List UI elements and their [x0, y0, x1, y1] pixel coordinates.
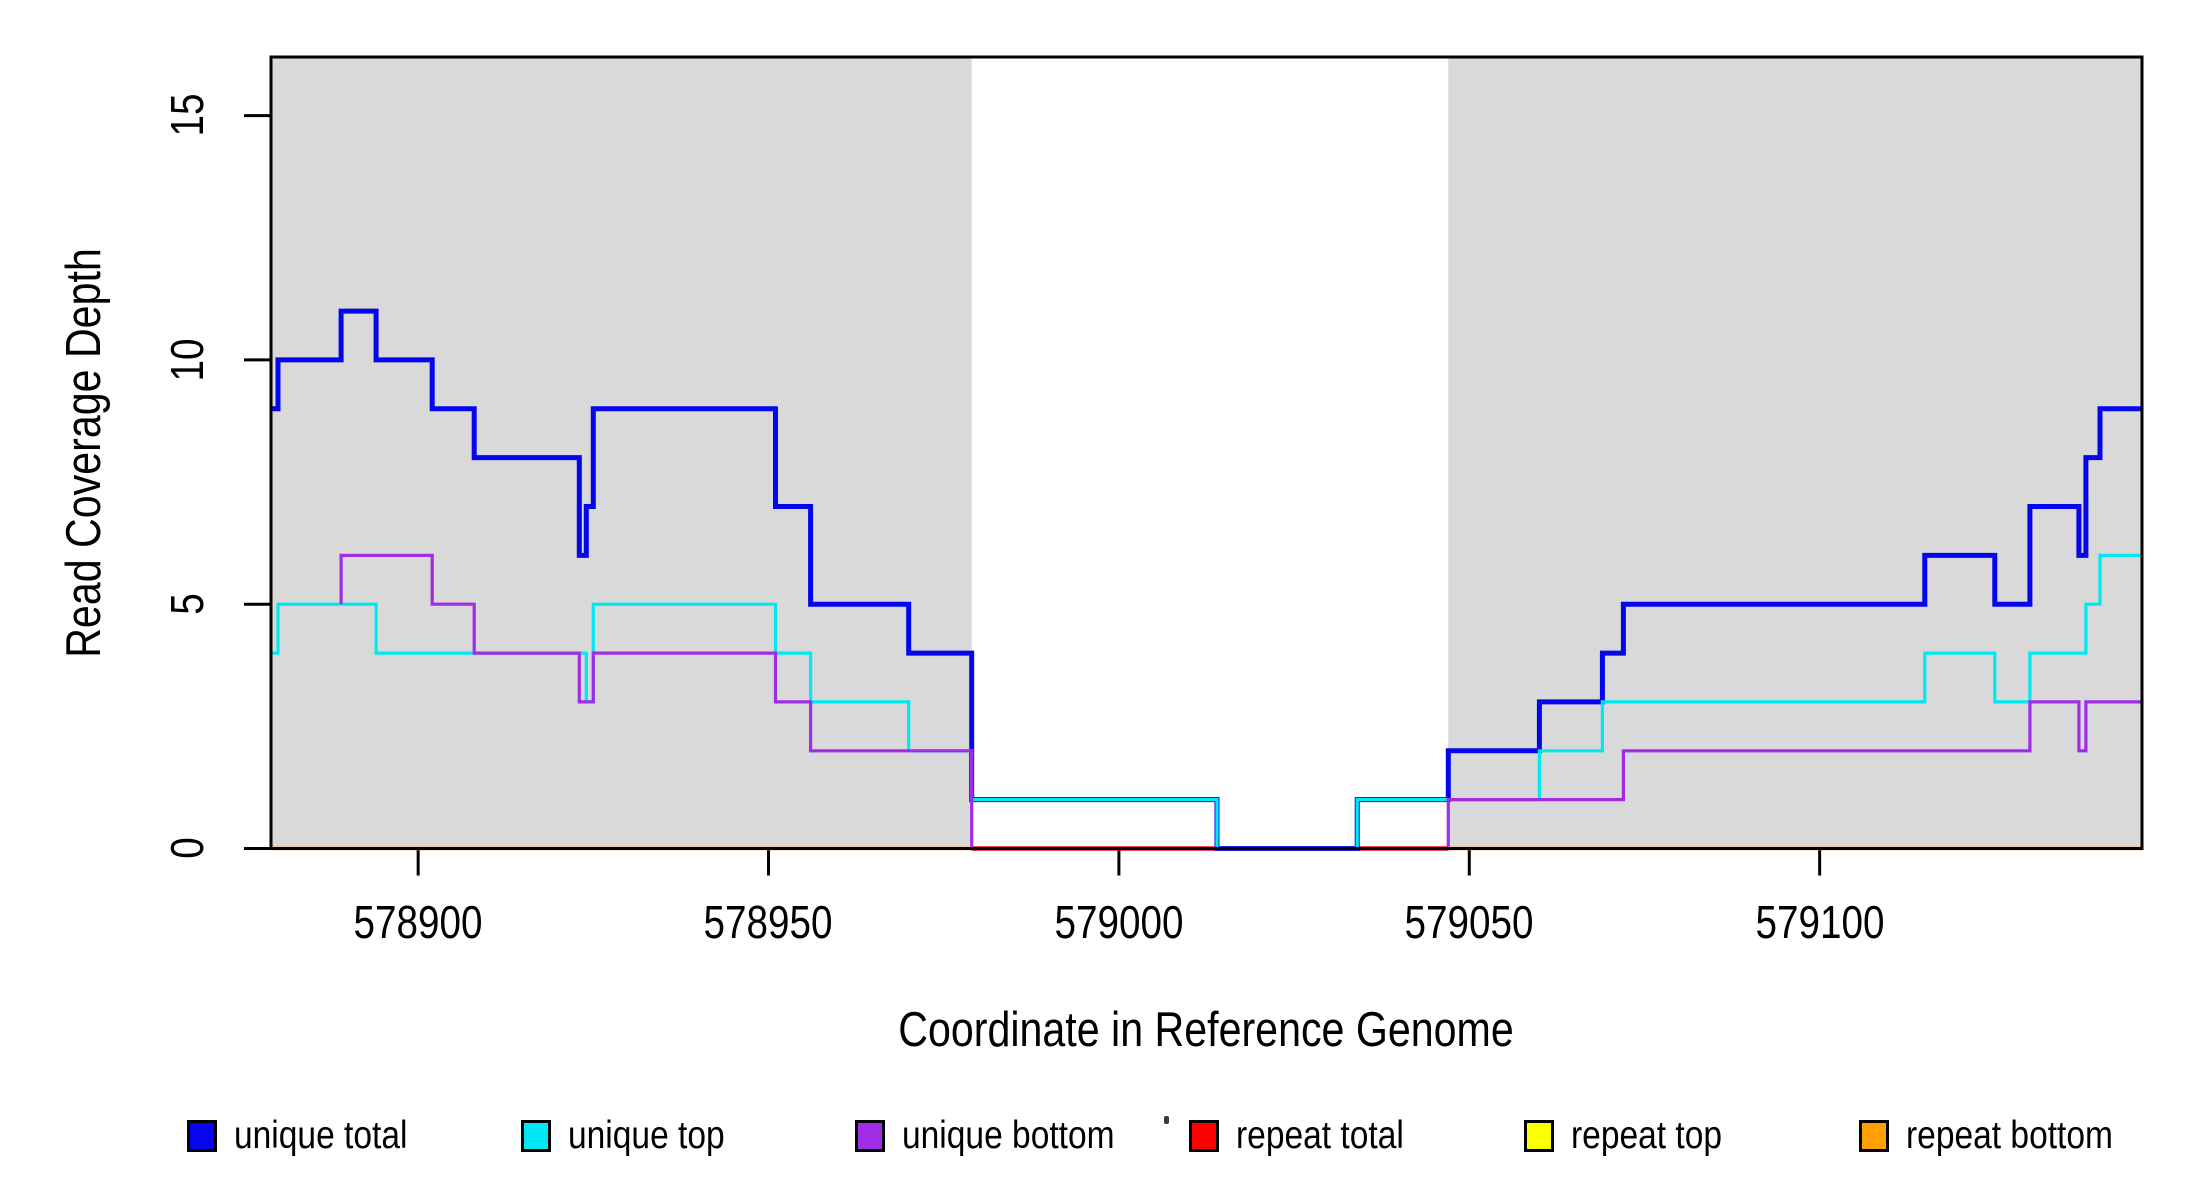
stray-mark [1164, 1116, 1169, 1124]
x-axis-title: Coordinate in Reference Genome [898, 1003, 1514, 1057]
legend-label-unique-total: unique total [234, 1114, 408, 1157]
legend-label-repeat-total: repeat total [1236, 1114, 1404, 1157]
x-tick-label-579050: 579050 [1404, 896, 1534, 948]
y-tick-label-15: 15 [161, 93, 213, 137]
unique-bottom-swatch-icon [855, 1120, 885, 1152]
y-axis-title: Read Coverage Depth [57, 248, 111, 658]
legend-label-repeat-bottom: repeat bottom [1906, 1114, 2113, 1157]
y-tick-label-10: 10 [161, 338, 213, 382]
plot-border [269, 55, 2144, 850]
unique-top-swatch-icon [521, 1120, 551, 1152]
x-tick-label-578900: 578900 [353, 896, 483, 948]
shaded-region-1 [1448, 57, 2142, 849]
legend-label-unique-bottom: unique bottom [902, 1114, 1115, 1157]
unique-total-swatch-icon [187, 1120, 217, 1152]
x-tick-label-579000: 579000 [1054, 896, 1184, 948]
legend-item-repeat-total: repeat total [1189, 1114, 1431, 1157]
legend-item-unique-bottom: unique bottom [855, 1114, 1149, 1157]
legend-label-unique-top: unique top [568, 1114, 725, 1157]
shaded-region-0 [271, 57, 972, 849]
series-line-unique_top [271, 553, 2142, 851]
x-tick-label-578950: 578950 [703, 896, 833, 948]
y-tick-label-5: 5 [161, 593, 213, 615]
legend-item-repeat-bottom: repeat bottom [1859, 1114, 2147, 1157]
legend-item-repeat-top: repeat top [1524, 1114, 1747, 1157]
repeat-bottom-swatch-icon [1859, 1120, 1889, 1152]
repeat-top-swatch-icon [1524, 1120, 1554, 1152]
series-line-unique_bottom [339, 553, 2142, 851]
y-tick-label-0: 0 [161, 837, 213, 859]
repeat-total-swatch-icon [1189, 1120, 1219, 1152]
x-tick-label-579100: 579100 [1755, 896, 1885, 948]
legend-label-repeat-top: repeat top [1571, 1114, 1723, 1157]
legend-item-unique-top: unique top [521, 1114, 750, 1157]
legend-item-unique-total: unique total [187, 1114, 436, 1157]
